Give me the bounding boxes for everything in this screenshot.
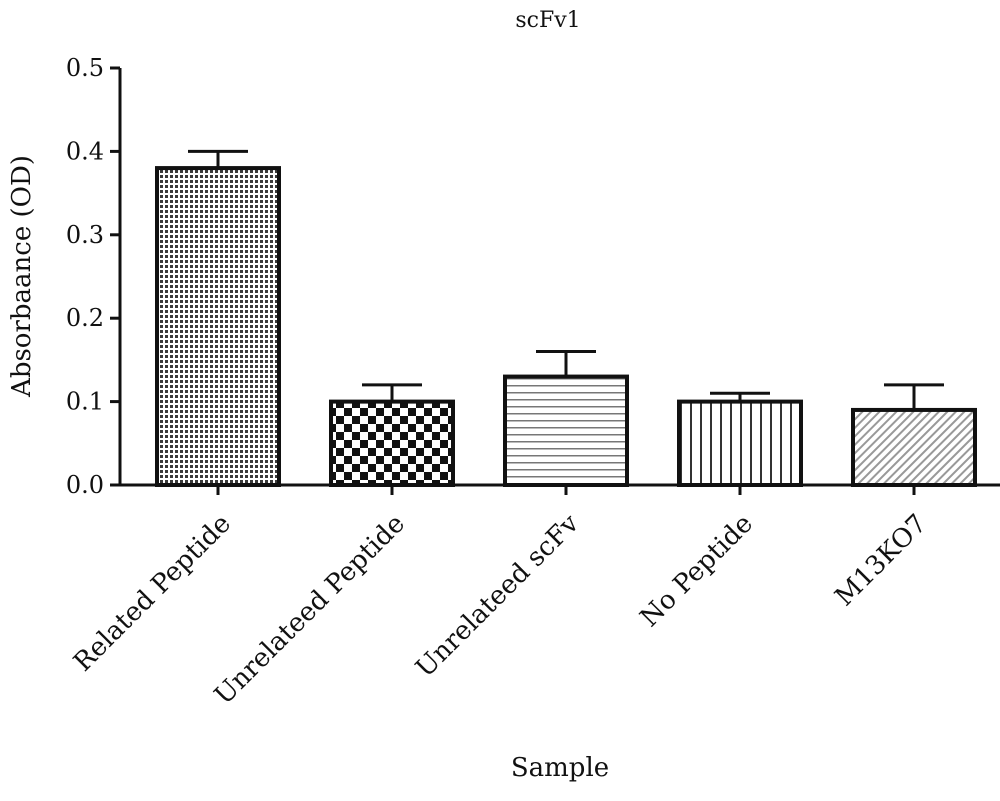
bars-group — [155, 149, 977, 488]
y-tick-label: 0.1 — [66, 388, 104, 416]
bar — [155, 166, 281, 488]
bar — [851, 407, 977, 487]
bar — [329, 399, 455, 488]
y-tick-label: 0.0 — [66, 471, 104, 499]
y-tick-label: 0.5 — [66, 54, 104, 82]
bar — [503, 374, 629, 487]
y-tick-label: 0.4 — [66, 137, 104, 165]
y-tick-label: 0.2 — [66, 304, 104, 332]
x-tick-label: No Peptide — [635, 509, 759, 633]
bar — [677, 399, 803, 488]
y-tick-label: 0.3 — [66, 221, 104, 249]
x-tick-label: M13KO7 — [830, 509, 933, 612]
x-tick-label: Unrelateed scFv — [410, 509, 585, 684]
y-axis-label: Absorbaance (OD) — [7, 155, 37, 398]
x-axis-label: Sample — [511, 753, 609, 783]
x-tick-label: Unrelateed Peptide — [209, 509, 411, 711]
x-tick-label: Related Peptide — [68, 509, 237, 678]
chart-title: scFv1 — [515, 8, 580, 33]
